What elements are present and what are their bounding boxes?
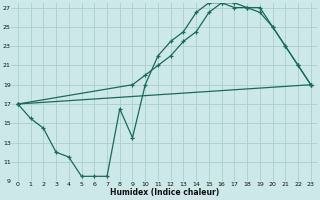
X-axis label: Humidex (Indice chaleur): Humidex (Indice chaleur) bbox=[110, 188, 219, 197]
